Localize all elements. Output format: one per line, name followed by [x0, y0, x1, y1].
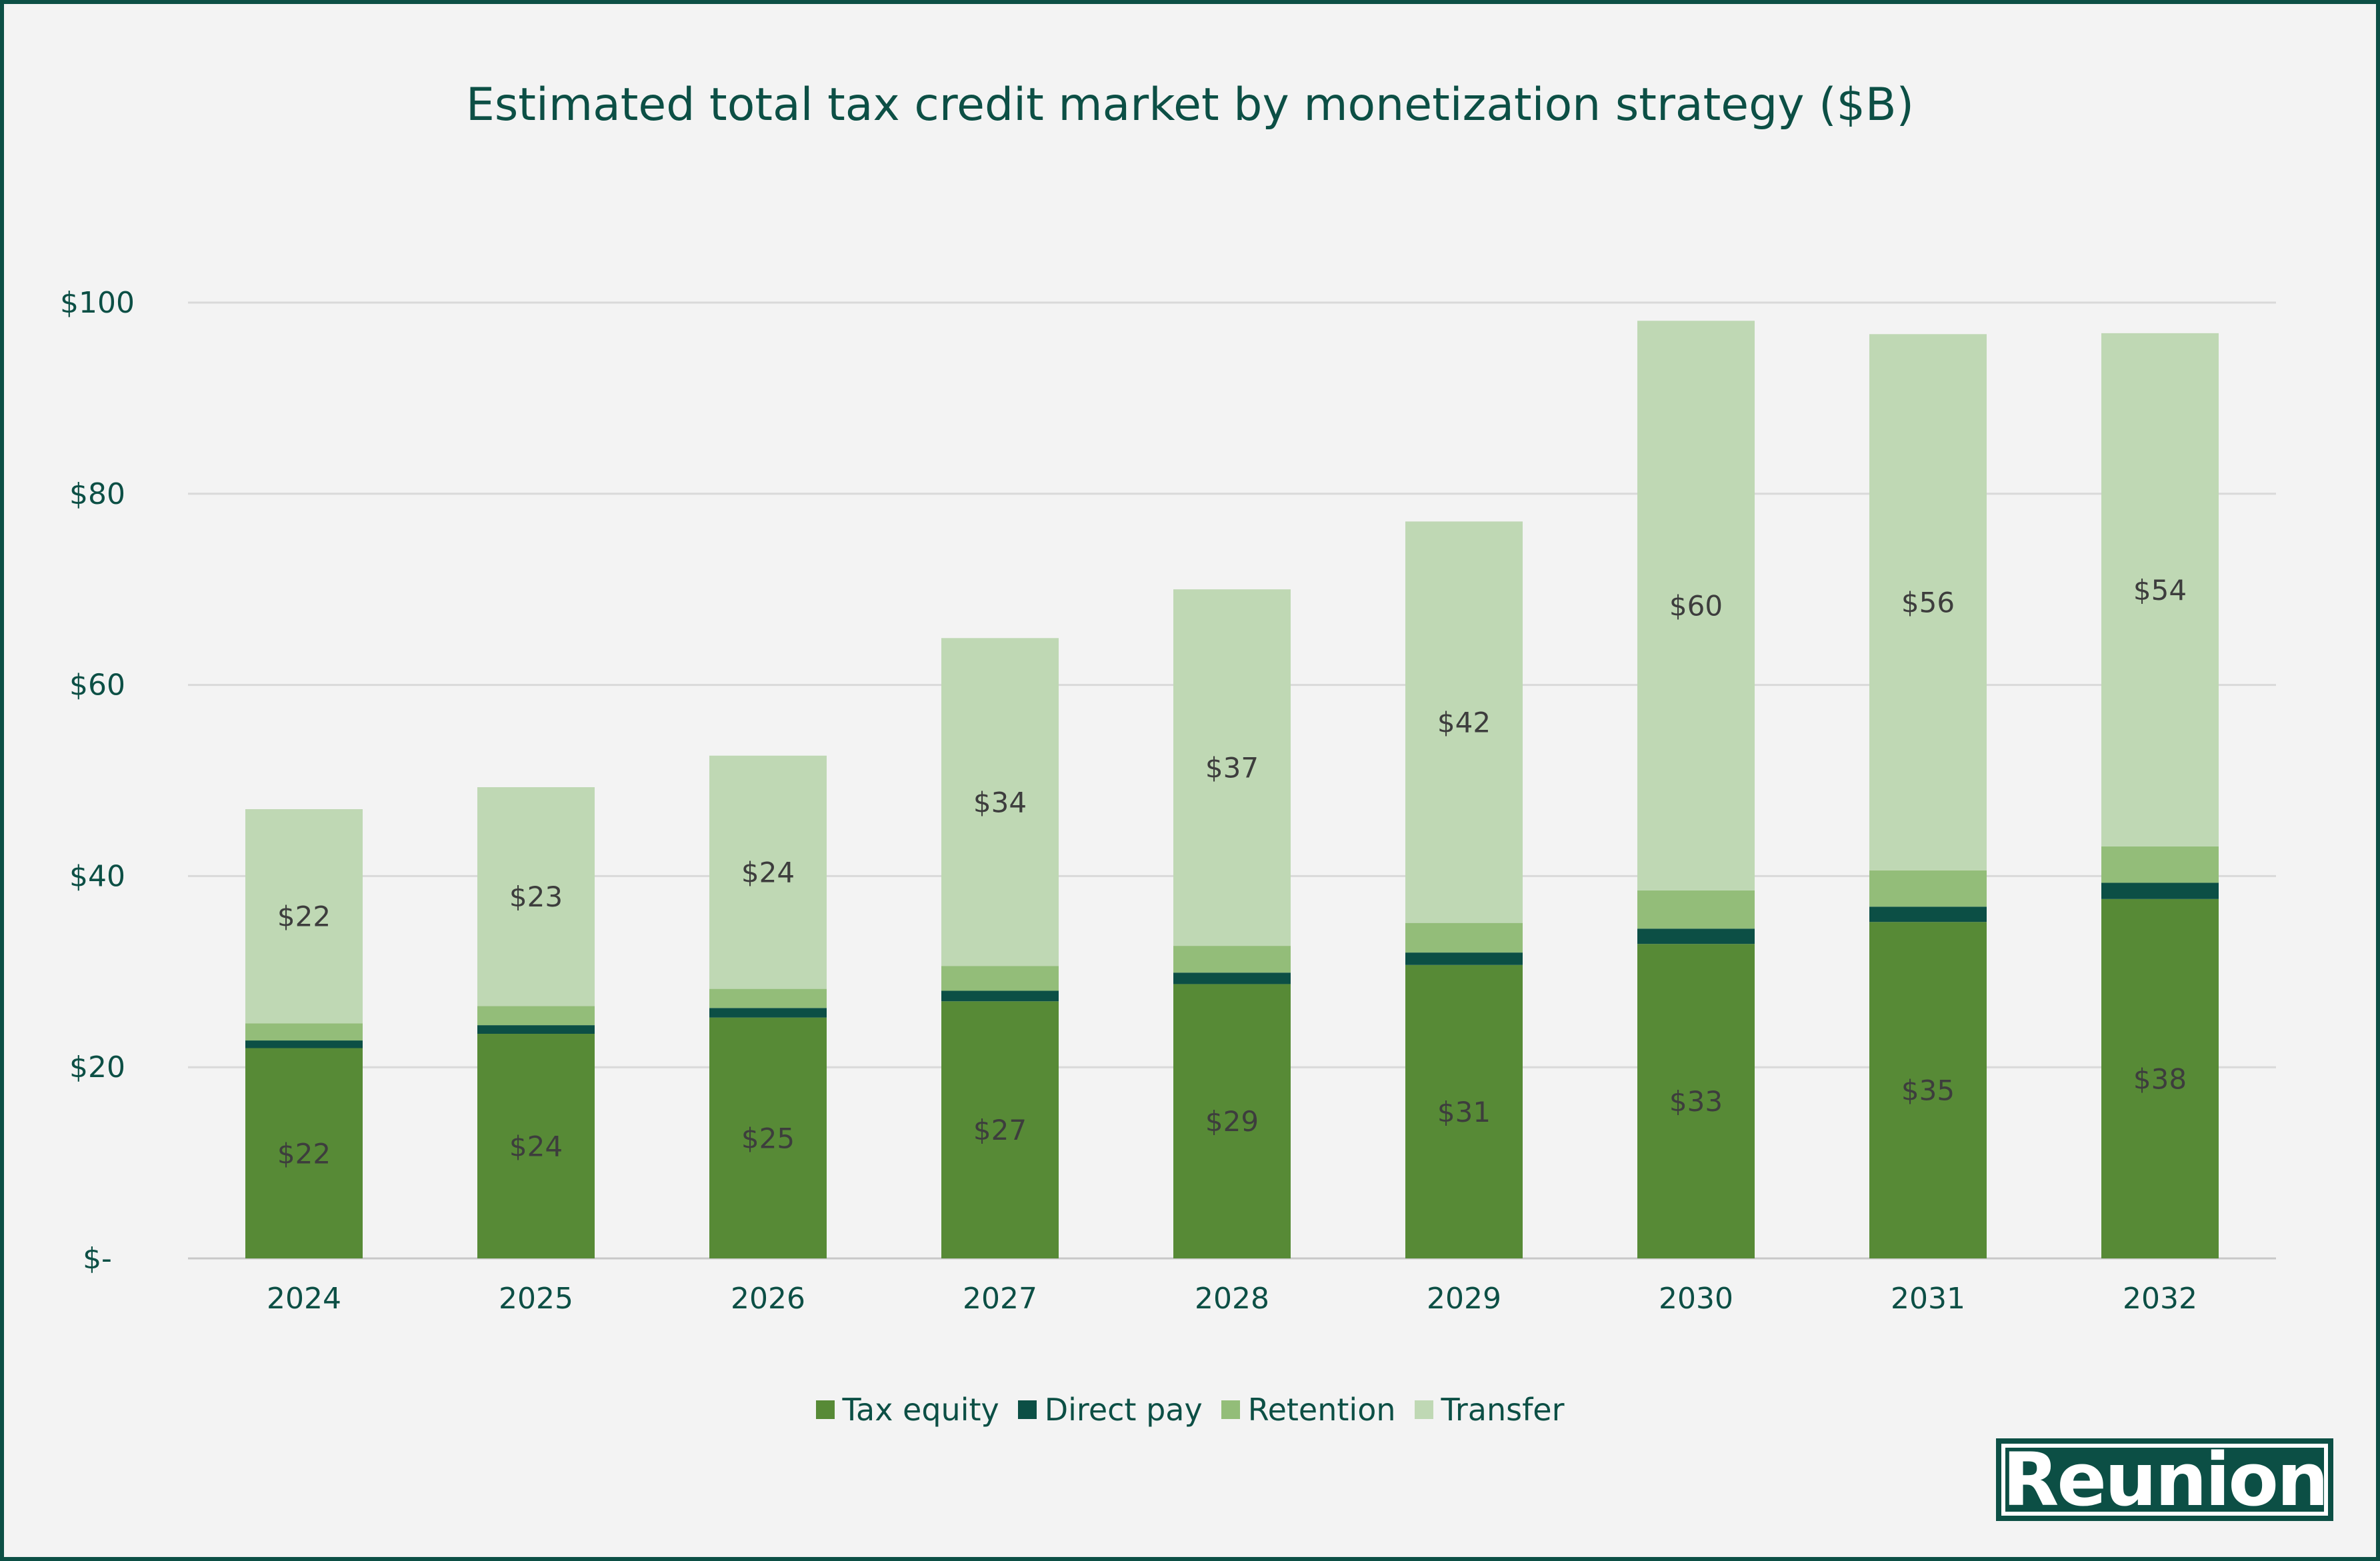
- data-label: $35: [1901, 1074, 1955, 1107]
- chart-title: Estimated total tax credit market by mon…: [465, 79, 1915, 131]
- legend-label: Retention: [1247, 1392, 1396, 1428]
- y-tick-label: $100: [60, 286, 135, 320]
- bar-retention-2028: [1173, 946, 1291, 973]
- bar-transfer-2031: [1869, 334, 1987, 870]
- bar-transfer-2027: [941, 638, 1059, 966]
- data-label: $42: [1437, 707, 1491, 739]
- bar-direct-pay-2025: [477, 1025, 595, 1034]
- bar-transfer-2026: [709, 755, 827, 989]
- y-tick-label: $-: [83, 1242, 112, 1276]
- bar-retention-2029: [1405, 922, 1523, 953]
- x-tick-label: 2029: [1427, 1282, 1501, 1316]
- legend-swatch: [1221, 1400, 1240, 1419]
- bar-direct-pay-2027: [941, 990, 1059, 1002]
- bar-transfer-2028: [1173, 589, 1291, 946]
- data-label: $23: [509, 880, 563, 913]
- bar-transfer-2024: [245, 809, 363, 1024]
- data-label: $33: [1669, 1085, 1723, 1118]
- legend-item: Direct pay: [1017, 1392, 1203, 1428]
- x-tick-label: 2031: [1891, 1282, 1965, 1316]
- x-tick-label: 2026: [731, 1282, 805, 1316]
- bar-tax-equity-2031: [1869, 922, 1987, 1258]
- y-tick-label: $80: [69, 477, 125, 511]
- bar-retention-2032: [2101, 846, 2219, 883]
- bar-direct-pay-2026: [709, 1008, 827, 1018]
- legend-swatch: [1017, 1400, 1037, 1419]
- bar-transfer-2032: [2101, 333, 2219, 846]
- bar-retention-2031: [1869, 870, 1987, 907]
- legend-label: Tax equity: [842, 1392, 999, 1428]
- legend-label: Direct pay: [1044, 1392, 1203, 1428]
- bar-retention-2026: [709, 988, 827, 1008]
- data-label: $24: [509, 1130, 563, 1163]
- data-label: $24: [741, 856, 795, 889]
- bar-retention-2030: [1637, 890, 1755, 929]
- legend: Tax equity Direct pay Retention Transfer: [4, 1392, 2376, 1428]
- bar-tax-equity-2032: [2101, 898, 2219, 1258]
- legend-swatch: [815, 1400, 835, 1419]
- data-label: $29: [1205, 1105, 1259, 1138]
- bar-retention-2027: [941, 966, 1059, 991]
- data-label: $25: [741, 1122, 795, 1154]
- x-tick-label: 2027: [963, 1282, 1037, 1316]
- legend-label: Transfer: [1441, 1392, 1565, 1428]
- bar-tax-equity-2025: [477, 1034, 595, 1258]
- reunion-logo: Reunion: [1996, 1438, 2333, 1521]
- legend-item: Tax equity: [815, 1392, 999, 1428]
- y-tick-label: $40: [69, 859, 125, 893]
- legend-item: Transfer: [1414, 1392, 1565, 1428]
- data-label: $38: [2133, 1062, 2187, 1095]
- bar-retention-2025: [477, 1006, 595, 1026]
- bar-direct-pay-2031: [1869, 906, 1987, 922]
- bar-tax-equity-2027: [941, 1001, 1059, 1258]
- legend-item: Retention: [1221, 1392, 1396, 1428]
- legend-swatch: [1414, 1400, 1433, 1419]
- bar-direct-pay-2032: [2101, 882, 2219, 899]
- x-tick-label: 2030: [1659, 1282, 1733, 1316]
- bar-direct-pay-2024: [245, 1040, 363, 1048]
- data-label: $54: [2133, 574, 2187, 607]
- bar-direct-pay-2030: [1637, 928, 1755, 944]
- data-label: $22: [277, 1137, 331, 1170]
- bar-transfer-2029: [1405, 521, 1523, 923]
- y-tick-label: $60: [69, 669, 125, 703]
- data-label: $31: [1437, 1096, 1491, 1128]
- data-label: $60: [1669, 590, 1723, 623]
- bar-retention-2024: [245, 1023, 363, 1041]
- bar-tax-equity-2028: [1173, 984, 1291, 1258]
- y-tick-label: $20: [69, 1050, 125, 1084]
- x-tick-label: 2028: [1195, 1282, 1269, 1316]
- x-tick-label: 2025: [499, 1282, 573, 1316]
- bar-tax-equity-2026: [709, 1017, 827, 1258]
- plot-area: $- $20 $40 $60 $80 $100 $22 $22 2024 $24 $23 2025 $2…: [60, 286, 2276, 1316]
- bar-tax-equity-2029: [1405, 964, 1523, 1258]
- data-label: $22: [277, 900, 331, 933]
- data-label: $34: [973, 786, 1027, 818]
- bar-direct-pay-2029: [1405, 952, 1523, 965]
- data-label: $56: [1901, 587, 1955, 619]
- data-label: $27: [973, 1114, 1027, 1146]
- x-tick-label: 2032: [2123, 1282, 2197, 1316]
- x-tick-label: 2024: [267, 1282, 341, 1316]
- data-label: $37: [1205, 752, 1259, 784]
- bar-transfer-2030: [1637, 321, 1755, 890]
- bar-transfer-2025: [477, 787, 595, 1006]
- bar-direct-pay-2028: [1173, 972, 1291, 984]
- bar-tax-equity-2030: [1637, 944, 1755, 1258]
- bar-tax-equity-2024: [245, 1048, 363, 1258]
